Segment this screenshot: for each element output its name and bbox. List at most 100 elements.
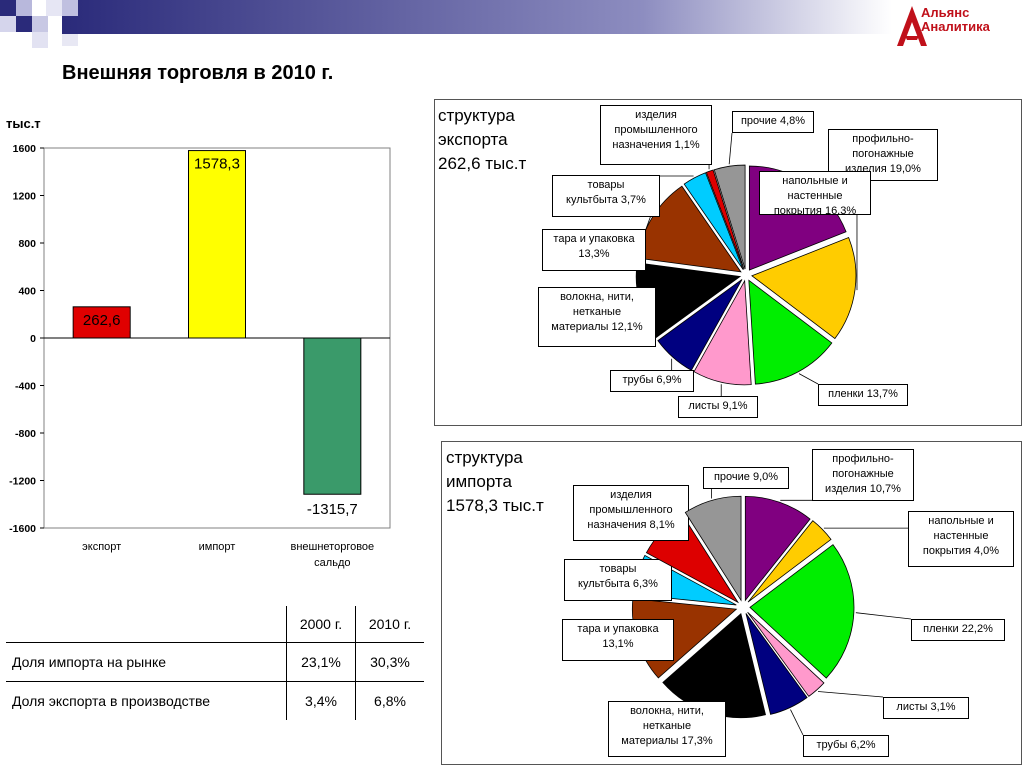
logo-line2: Аналитика [921, 19, 990, 34]
slice-label-box: напольные и настенные покрытия 4,0% [908, 511, 1014, 567]
slice-label: листы 3,1% [883, 697, 969, 719]
slice-label: изделия промышленного назначения 1,1% [600, 105, 712, 165]
leader-line [798, 373, 819, 385]
slice-label: тара и упаковка 13,3% [542, 229, 646, 271]
table-header-2000: 2000 г. [286, 606, 356, 643]
table-cell: 3,4% [286, 681, 356, 720]
data-label: -1315,7 [307, 501, 358, 518]
slice-label-box: волокна, нити, нетканые материалы 17,3% [608, 701, 726, 757]
slice-label-box: товары культбыта 3,7% [552, 175, 660, 217]
data-label-bg [304, 498, 361, 521]
pie-slice [683, 172, 744, 270]
pie-slice [745, 613, 808, 715]
pie-slice [684, 495, 742, 602]
slice-label-box: профильно- погонажные изделия 10,7% [812, 449, 914, 501]
slice-label-box: волокна, нити, нетканые материалы 12,1% [538, 287, 656, 347]
table-row: Доля экспорта в производстве 3,4% 6,8% [6, 681, 424, 720]
pie-slice [749, 544, 855, 679]
slice-label: листы 9,1% [678, 396, 758, 418]
slice-label-box: листы 9,1% [678, 396, 758, 418]
stats-table: 2000 г. 2010 г. Доля импорта на рынке 23… [6, 606, 424, 720]
y-tick-label: -1200 [9, 476, 36, 488]
slice-label: волокна, нити, нетканые материалы 12,1% [538, 287, 656, 347]
data-label-bg [73, 308, 130, 331]
y-tick-label: -800 [15, 428, 36, 440]
bar-chart: 1600 1200 800 400 0 -400 -800 -1200 -1600 262,6 эк… [9, 143, 391, 569]
slice-label-box: пленки 22,2% [911, 619, 1005, 641]
y-tick-label: 800 [18, 238, 36, 250]
pie-slice [693, 279, 752, 386]
slice-label-box: пленки 13,7% [818, 384, 908, 406]
logo-icon [897, 6, 927, 46]
y-tick-label: -400 [15, 381, 36, 393]
y-tick-label: 1200 [13, 191, 37, 203]
bar [188, 150, 246, 339]
slice-label: трубы 6,2% [803, 735, 889, 757]
pie-slice [744, 495, 811, 602]
slice-label: товары культбыта 6,3% [564, 559, 672, 601]
pie-slice [748, 279, 833, 385]
bar-chart-unit-label: тыс.т [6, 116, 41, 131]
slice-label: волокна, нити, нетканые материалы 17,3% [608, 701, 726, 757]
leader-line [728, 132, 733, 165]
pie-slice [705, 169, 745, 270]
export-pie-title: структура экспорта 262,6 тыс.т [438, 106, 527, 173]
slice-label-box: тара и упаковка 13,1% [562, 619, 674, 661]
slice-label: трубы 6,9% [610, 370, 694, 392]
slice-label-box: тара и упаковка 13,3% [542, 229, 646, 271]
y-tick-label: 0 [30, 333, 36, 345]
table-row-label: Доля экспорта в производстве [6, 681, 287, 720]
slice-label: пленки 22,2% [911, 619, 1005, 641]
pie-slice [751, 237, 857, 340]
slice-label-box: изделия промышленного назначения 1,1% [600, 105, 712, 165]
table-row: Доля импорта на рынке 23,1% 30,3% [6, 642, 424, 682]
table-header-empty [6, 606, 287, 643]
slice-label: напольные и настенные покрытия 16,3% [759, 171, 871, 215]
table-row-label: Доля импорта на рынке [6, 642, 287, 682]
slice-label: профильно- погонажные изделия 10,7% [812, 449, 914, 501]
logo-line1: Альянс [921, 5, 970, 20]
category-label: сальдо [314, 557, 350, 569]
slice-label-box: прочие 4,8% [732, 111, 814, 133]
category-label: импорт [199, 541, 236, 553]
slice-label-box: трубы 6,2% [803, 735, 889, 757]
slice-label-box: напольные и настенные покрытия 16,3% [759, 171, 871, 215]
table-cell: 6,8% [355, 681, 424, 720]
leader-line [645, 216, 651, 230]
data-label: 1578,3 [194, 156, 240, 173]
import-pie-chart: профильно- погонажные изделия 10,7% напол… [562, 449, 1014, 757]
header-decoration [0, 0, 927, 48]
data-label-bg [189, 152, 245, 175]
slice-label-box: листы 3,1% [883, 697, 969, 719]
table-cell: 30,3% [355, 642, 424, 682]
data-label: 262,6 [83, 312, 121, 329]
slice-label-box: изделия промышленного назначения 8,1% [573, 485, 689, 541]
leader-line [790, 709, 804, 736]
pie-slice [747, 520, 832, 603]
category-label: внешнеторговое [290, 541, 374, 553]
slice-label: прочие 9,0% [703, 467, 789, 489]
table-header-2010: 2010 г. [355, 606, 424, 643]
table-cell: 23,1% [286, 642, 356, 682]
pie-slice [747, 611, 825, 697]
slice-label: пленки 13,7% [818, 384, 908, 406]
slice-label: напольные и настенные покрытия 4,0% [908, 511, 1014, 567]
slice-label-box: трубы 6,9% [610, 370, 694, 392]
page-title: Внешняя торговля в 2010 г. [62, 62, 334, 84]
y-tick-label: 1600 [13, 143, 37, 155]
slice-label-box: товары культбыта 6,3% [564, 559, 672, 601]
y-tick-label: 400 [18, 286, 36, 298]
slice-label: изделия промышленного назначения 8,1% [573, 485, 689, 541]
pie-slice [713, 164, 746, 270]
category-label: экспорт [82, 541, 121, 553]
leader-line [817, 691, 884, 698]
leader-line [855, 612, 912, 620]
export-pie-chart: профильно- погонажные изделия 19,0%напол… [538, 105, 938, 418]
slice-label-box: прочие 9,0% [703, 467, 789, 489]
slice-label: товары культбыта 3,7% [552, 175, 660, 217]
logo-text: Альянс Аналитика [921, 6, 990, 34]
y-tick-label: -1600 [9, 523, 36, 535]
slice-label: тара и упаковка 13,1% [562, 619, 674, 661]
bar [303, 337, 362, 495]
slice-label: прочие 4,8% [732, 111, 814, 133]
